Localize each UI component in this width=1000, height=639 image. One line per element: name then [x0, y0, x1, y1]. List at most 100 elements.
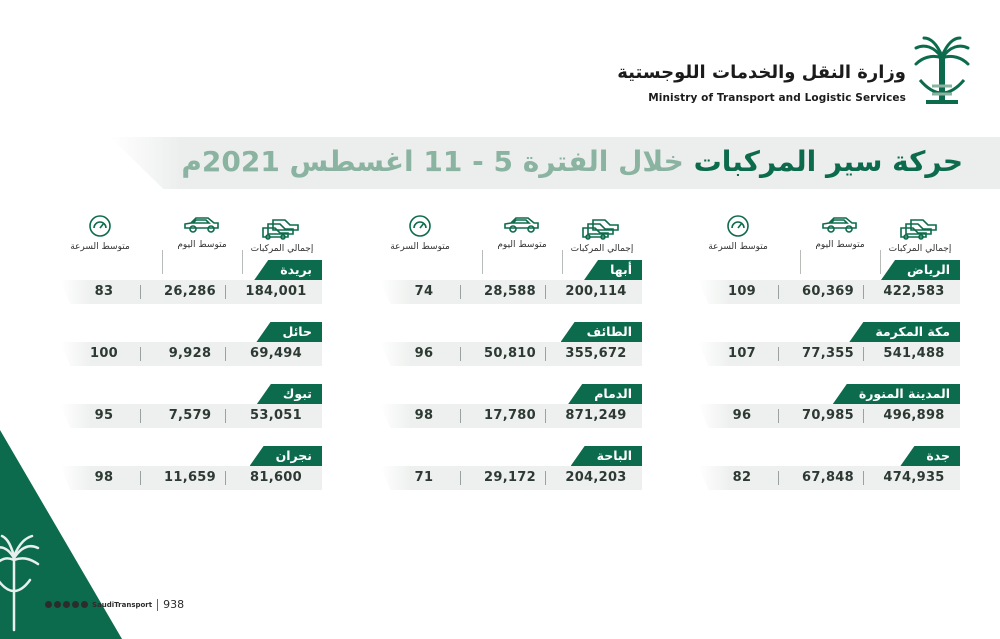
social-footer: SaudiTransport 938 — [45, 598, 184, 611]
column-label: إجمالي المركبات — [888, 244, 952, 254]
daily-average-value: 67,848 — [802, 470, 854, 485]
average-speed-value: 82 — [732, 470, 752, 485]
city-label: الباحة — [570, 446, 642, 466]
value-divider — [778, 347, 779, 361]
city-label: المدينة المنورة — [832, 384, 960, 404]
daily-average-value: 28,588 — [484, 284, 536, 299]
footer-divider — [157, 598, 159, 611]
car-icon — [162, 214, 242, 236]
value-divider — [778, 471, 779, 485]
value-divider — [460, 285, 461, 299]
total-vehicles-value: 474,935 — [883, 470, 945, 485]
car-icon — [482, 214, 562, 236]
average-speed-value: 83 — [94, 284, 114, 299]
header-divider — [880, 250, 881, 274]
social-handle[interactable]: SaudiTransport — [92, 600, 153, 609]
value-divider — [225, 347, 226, 361]
average-speed-header: متوسط السرعة — [60, 214, 140, 252]
daily-average-header: متوسط اليوم — [800, 214, 880, 250]
average-speed-value: 71 — [414, 470, 434, 485]
youtube-icon[interactable] — [72, 601, 79, 608]
value-divider — [460, 471, 461, 485]
title-main: حركة سير المركبات — [693, 145, 963, 178]
daily-average-header: متوسط اليوم — [482, 214, 562, 250]
table-row — [698, 280, 960, 304]
daily-average-value: 50,810 — [484, 346, 536, 361]
average-speed-value: 96 — [732, 408, 752, 423]
total-vehicles-value: 200,114 — [565, 284, 627, 299]
value-divider — [863, 471, 864, 485]
ministry-name-english: Ministry of Transport and Logistic Servi… — [648, 92, 906, 104]
total-vehicles-value: 53,051 — [250, 408, 302, 423]
palm-emblem-icon — [914, 36, 970, 104]
total-vehicles-value: 496,898 — [883, 408, 945, 423]
column-label: إجمالي المركبات — [250, 244, 314, 254]
column-label: متوسط السرعة — [708, 242, 768, 252]
page-title: حركة سير المركبات خلال الفترة 5 - 11 اغس… — [143, 140, 963, 184]
cars-icon — [242, 214, 322, 240]
total-vehicles-value: 871,249 — [565, 408, 627, 423]
value-divider — [863, 409, 864, 423]
header-divider — [162, 250, 163, 274]
city-label: الدمام — [568, 384, 642, 404]
facebook-icon[interactable] — [54, 601, 61, 608]
contact-number[interactable]: 938 — [163, 598, 185, 611]
total-vehicles-header: إجمالي المركبات — [880, 214, 960, 254]
city-label: الطائف — [560, 322, 642, 342]
value-divider — [545, 471, 546, 485]
title-band — [110, 137, 1000, 189]
value-divider — [545, 409, 546, 423]
daily-average-value: 29,172 — [484, 470, 536, 485]
speedometer-icon — [698, 214, 778, 238]
column-label: متوسط اليوم — [815, 240, 865, 250]
daily-average-value: 11,659 — [164, 470, 216, 485]
city-label: نجران — [249, 446, 322, 466]
table-row — [380, 342, 642, 366]
value-divider — [140, 285, 141, 299]
total-vehicles-value: 204,203 — [565, 470, 627, 485]
daily-average-value: 77,355 — [802, 346, 854, 361]
total-vehicles-value: 81,600 — [250, 470, 302, 485]
total-vehicles-value: 184,001 — [245, 284, 307, 299]
cars-icon — [880, 214, 960, 240]
table-row — [698, 466, 960, 490]
region-block-left: إجمالي المركبات متوسط اليوم متوسط السرعة بر… — [60, 214, 322, 514]
column-label: متوسط السرعة — [70, 242, 130, 252]
table-row — [60, 342, 322, 366]
average-speed-value: 107 — [727, 346, 757, 361]
speedometer-icon — [380, 214, 460, 238]
cars-icon — [562, 214, 642, 240]
average-speed-value: 96 — [414, 346, 434, 361]
total-vehicles-header: إجمالي المركبات — [562, 214, 642, 254]
city-label: الرياض — [881, 260, 960, 280]
column-label: إجمالي المركبات — [570, 244, 634, 254]
total-vehicles-value: 422,583 — [883, 284, 945, 299]
table-row — [380, 466, 642, 490]
region-block-middle: إجمالي المركبات متوسط اليوم متوسط السرعة أب… — [380, 214, 642, 514]
instagram-icon[interactable] — [63, 601, 70, 608]
ministry-name-arabic: وزارة النقل والخدمات اللوجستية — [617, 62, 906, 83]
car-icon — [800, 214, 880, 236]
corner-decoration — [0, 430, 122, 639]
speedometer-icon — [60, 214, 140, 238]
city-label: تبوك — [256, 384, 322, 404]
snapchat-icon[interactable] — [81, 601, 88, 608]
value-divider — [225, 471, 226, 485]
average-speed-header: متوسط السرعة — [380, 214, 460, 252]
table-row — [698, 404, 960, 428]
table-row — [60, 404, 322, 428]
column-label: متوسط اليوم — [177, 240, 227, 250]
daily-average-value: 70,985 — [802, 408, 854, 423]
daily-average-value: 60,369 — [802, 284, 854, 299]
header-divider — [562, 250, 563, 274]
twitter-icon[interactable] — [45, 601, 52, 608]
value-divider — [778, 409, 779, 423]
table-row — [380, 280, 642, 304]
value-divider — [545, 285, 546, 299]
daily-average-value: 9,928 — [168, 346, 212, 361]
total-vehicles-value: 355,672 — [565, 346, 627, 361]
total-vehicles-value: 541,488 — [883, 346, 945, 361]
table-row — [60, 466, 322, 490]
city-label: أبها — [584, 260, 642, 280]
column-label: متوسط السرعة — [390, 242, 450, 252]
